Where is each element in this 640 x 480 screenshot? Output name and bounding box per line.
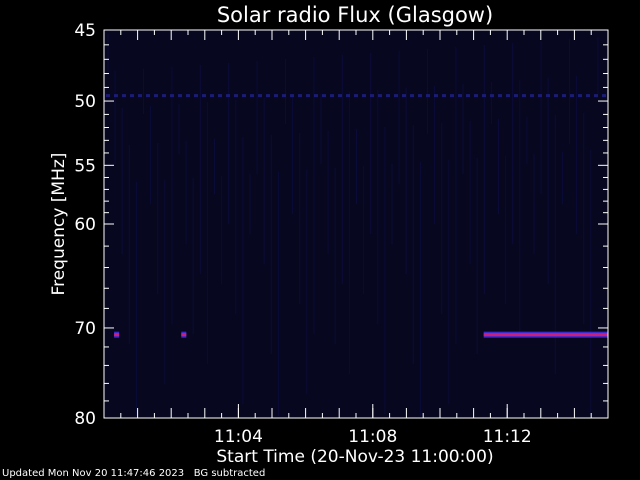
x-tick-label: 11:08 [348,427,397,447]
x-tick-label: 11:04 [214,427,263,447]
plot-background [104,30,608,418]
spectrogram-texture [107,34,599,416]
y-tick-label: 45 [74,21,96,41]
y-tick-label: 80 [74,409,96,429]
chart-title: Solar radio Flux (Glasgow) [217,3,493,27]
updated-timestamp: Updated Mon Nov 20 11:47:46 2023 [2,468,185,479]
bursts-group [114,331,608,338]
x-axis-label: Start Time (20-Nov-23 11:00:00) [216,447,493,467]
y-tick-label: 50 [74,92,96,112]
burst-band [114,333,120,337]
footer: Updated Mon Nov 20 11:47:46 2023 BG subt… [2,468,265,479]
y-tick-label: 70 [74,319,96,339]
burst-band [483,333,608,337]
x-tick-label: 11:12 [483,427,532,447]
ticks-group: 45 50 55 60 70 80 11:04 11:08 11:12 [74,21,608,447]
y-axis-label: Frequency [MHz] [49,153,69,296]
y-tick-label: 60 [74,215,96,235]
bg-subtracted-note: BG subtracted [193,468,266,479]
y-tick-label: 55 [74,156,96,176]
burst-band [181,333,187,337]
